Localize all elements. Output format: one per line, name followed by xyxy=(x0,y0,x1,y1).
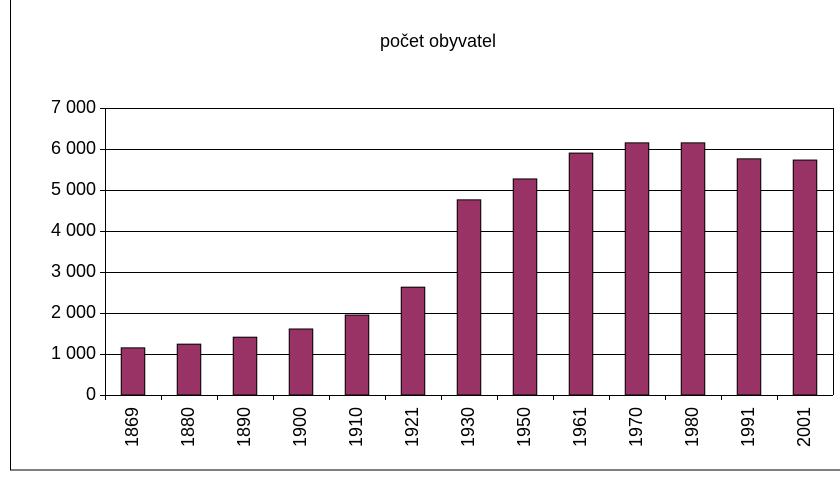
bar xyxy=(176,343,202,396)
y-tick-label: 2 000 xyxy=(51,302,96,322)
bar xyxy=(624,142,650,396)
x-tick-label: 1930 xyxy=(458,407,478,447)
bar xyxy=(232,336,258,396)
y-tick-label: 7 000 xyxy=(51,97,96,117)
x-tick-label: 1900 xyxy=(290,407,310,447)
chart-title: počet obyvatel xyxy=(380,31,496,51)
x-tick-label: 1980 xyxy=(682,407,702,447)
y-tick-label: 5 000 xyxy=(51,179,96,199)
x-tick-label: 1869 xyxy=(122,407,142,447)
bar xyxy=(288,328,314,396)
bar xyxy=(120,347,146,396)
y-tick-label: 0 xyxy=(86,384,96,404)
x-tick-label: 1950 xyxy=(514,407,534,447)
x-tick-label: 1880 xyxy=(178,407,198,447)
x-tick-label: 1970 xyxy=(626,407,646,447)
x-tick-label: 1961 xyxy=(570,407,590,447)
bar xyxy=(568,152,594,396)
bar xyxy=(344,314,370,396)
y-tick-label: 4 000 xyxy=(51,220,96,240)
bar xyxy=(400,286,426,396)
x-tick-label: 1921 xyxy=(402,407,422,447)
y-tick-label: 3 000 xyxy=(51,261,96,281)
bar xyxy=(736,158,762,396)
y-tick-label: 1 000 xyxy=(51,343,96,363)
bar xyxy=(456,199,482,396)
x-tick-label: 1910 xyxy=(346,407,366,447)
chart-frame xyxy=(10,0,840,471)
bar xyxy=(680,142,706,396)
y-tick-label: 6 000 xyxy=(51,138,96,158)
x-tick-label: 1890 xyxy=(234,407,254,447)
bar xyxy=(512,178,538,396)
bar xyxy=(792,159,818,396)
x-tick-label: 2001 xyxy=(794,407,814,447)
x-tick-label: 1991 xyxy=(738,407,758,447)
